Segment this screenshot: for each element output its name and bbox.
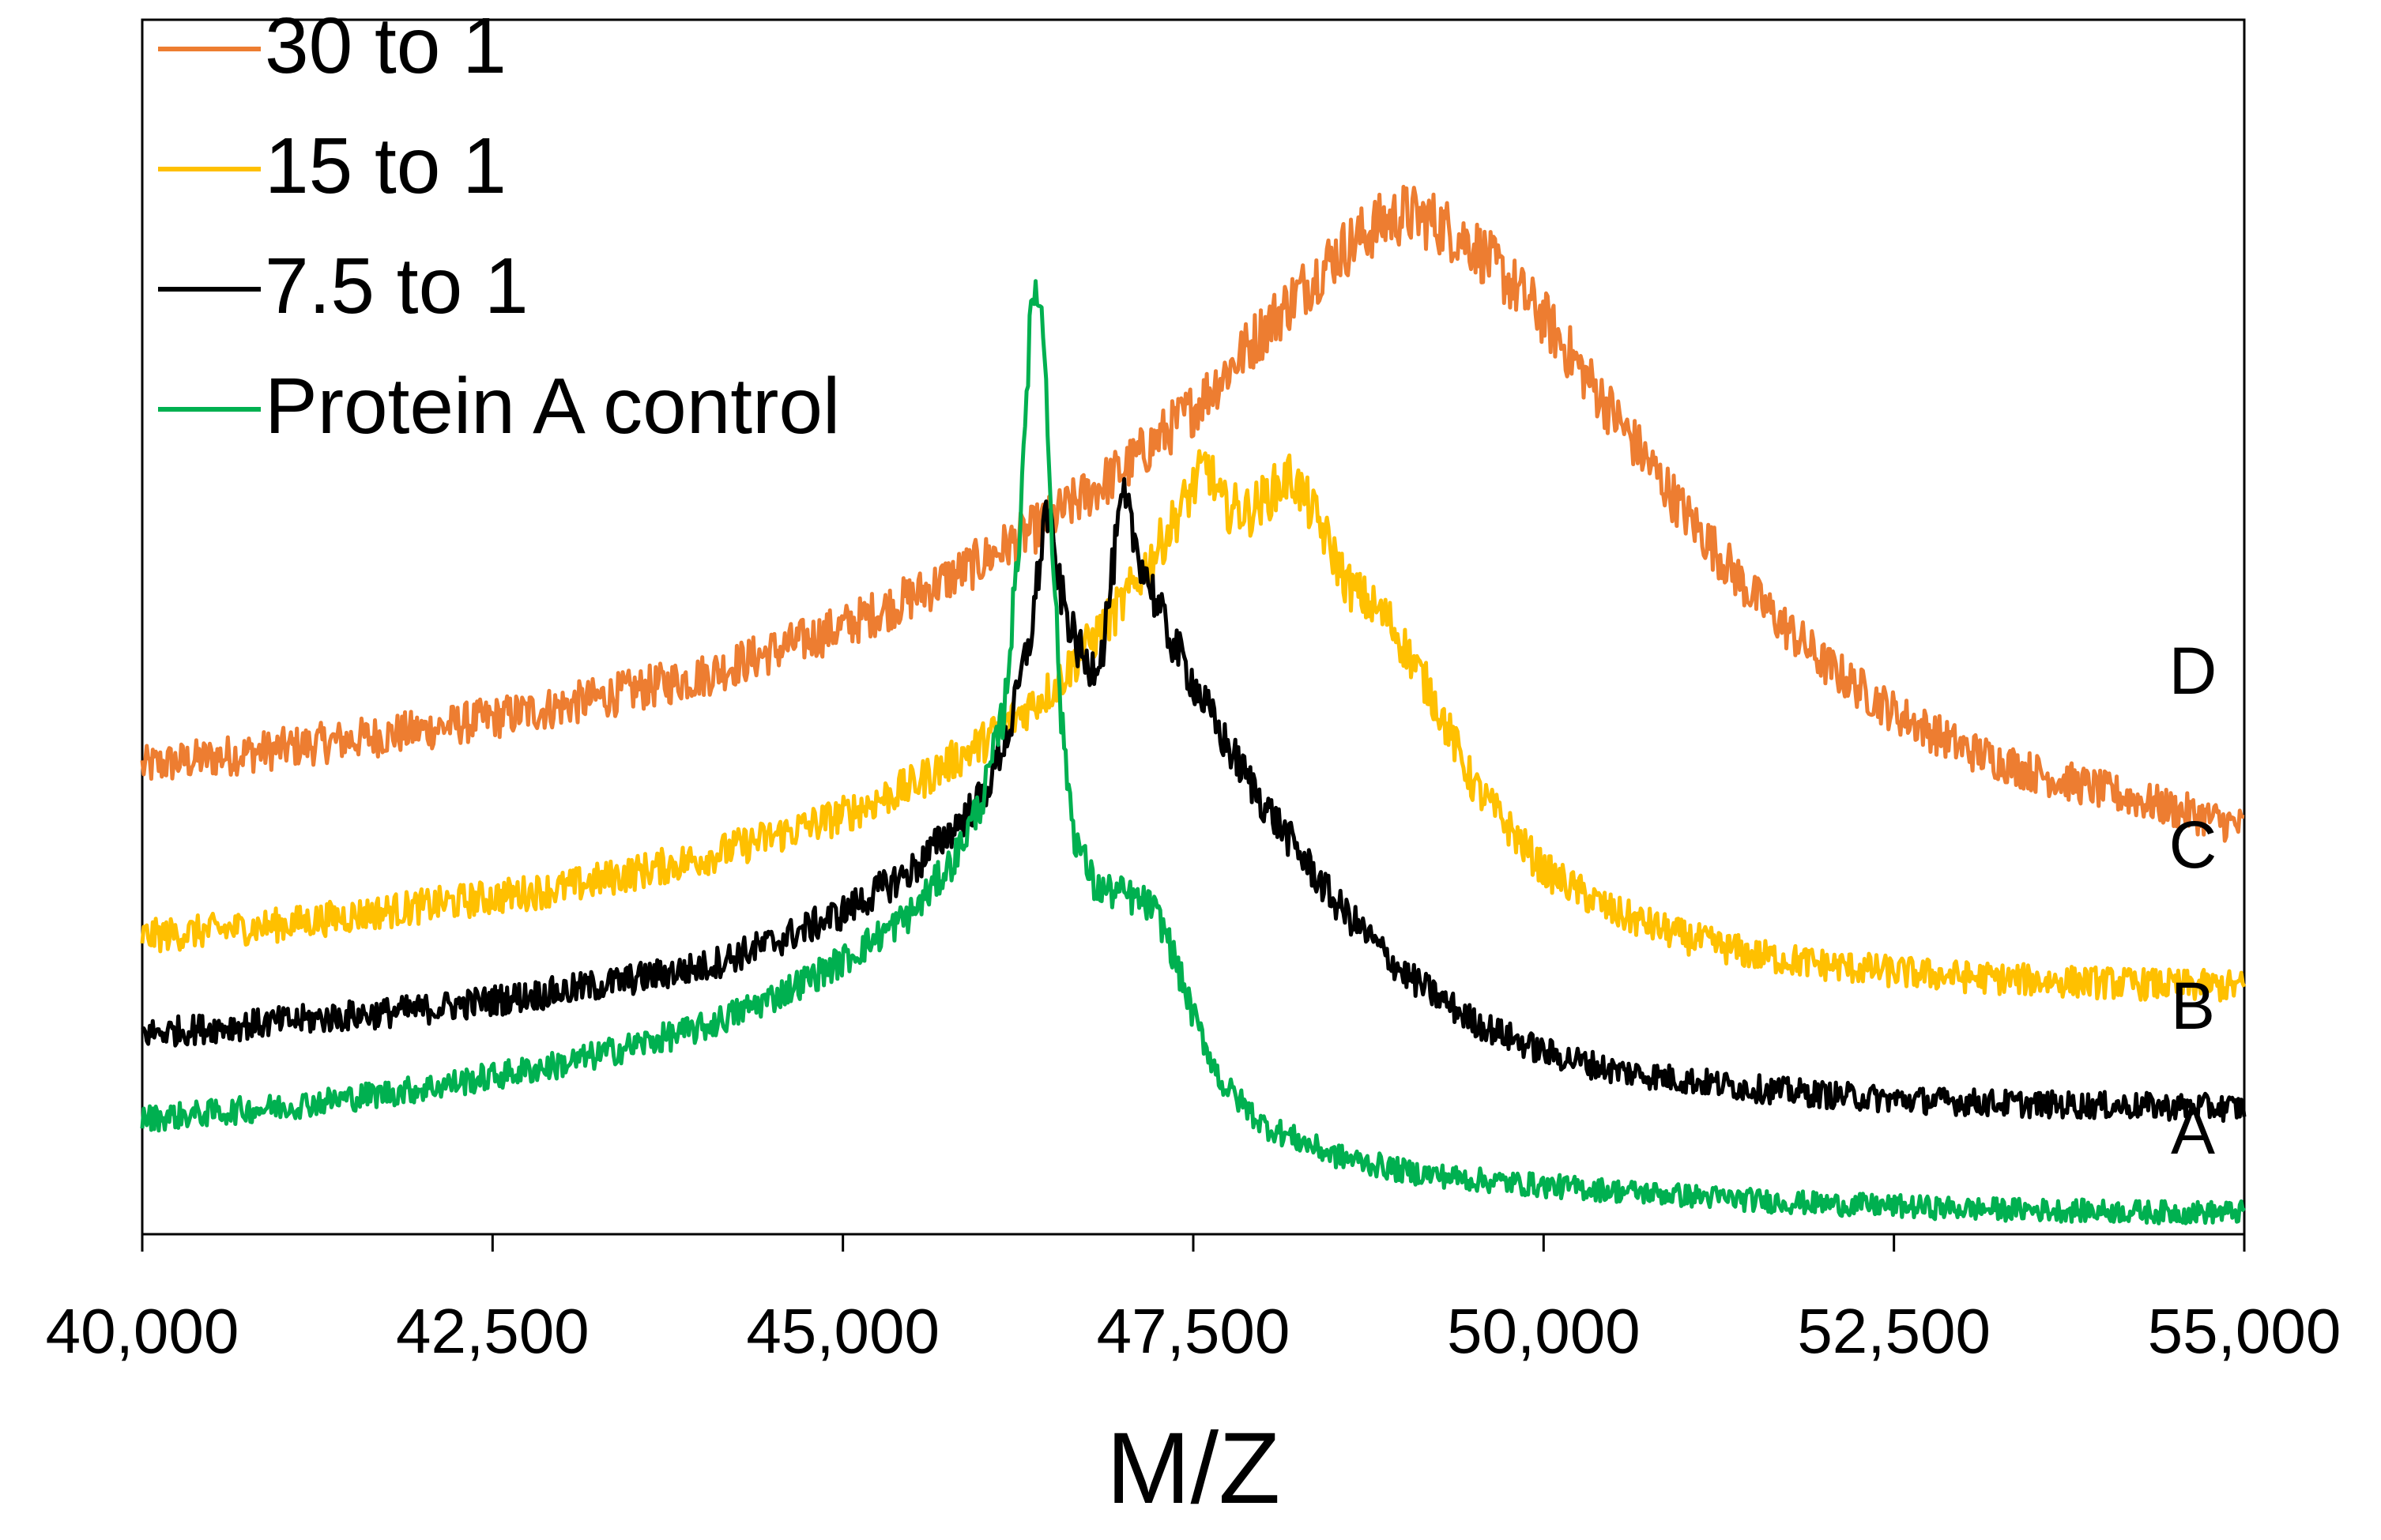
curve-label-a: A [2171,1094,2215,1168]
curve-label-b: B [2171,969,2215,1043]
legend-label-a: Protein A control [265,362,840,450]
series-line-b [141,476,2247,1123]
series-lines [140,184,2247,1226]
series-line-d [140,184,2245,843]
x-tick-label: 40,000 [46,1296,239,1366]
legend: 30 to 1 15 to 1 7.5 to 1 Protein A control [158,2,840,450]
x-tick-label: 45,000 [746,1296,940,1366]
series-line-c [140,449,2247,1003]
series-line-a [140,279,2247,1226]
legend-label-b: 7.5 to 1 [265,242,529,330]
curve-labels: D C BA [2169,634,2217,1168]
x-tick-label: 55,000 [2148,1296,2341,1366]
x-tick-label: 47,500 [1097,1296,1290,1366]
x-tick-label: 52,500 [1797,1296,1991,1366]
curve-label-c: C [2169,808,2217,882]
x-axis-title: M/Z [1106,1412,1280,1525]
x-tick-label: 42,500 [396,1296,590,1366]
curve-label-d: D [2169,634,2217,708]
x-axis-ticks [141,1234,2246,1252]
legend-label-d: 30 to 1 [265,2,507,90]
x-axis-tick-labels: 40,000 42,500 45,000 47,500 50,000 52,500 55,0… [46,1296,2341,1366]
legend-label-c: 15 to 1 [265,122,507,210]
x-tick-label: 50,000 [1447,1296,1641,1366]
